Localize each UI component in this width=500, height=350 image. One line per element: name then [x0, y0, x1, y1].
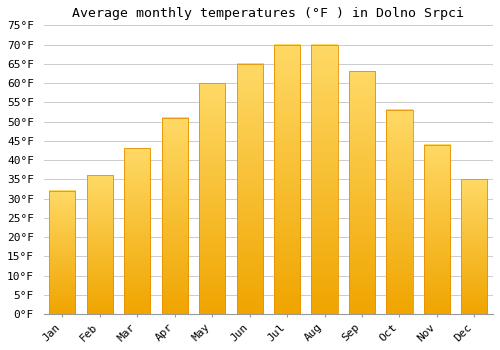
- Bar: [386, 110, 412, 314]
- Bar: [50, 191, 76, 314]
- Bar: [236, 64, 262, 314]
- Bar: [86, 175, 113, 314]
- Bar: [274, 44, 300, 314]
- Bar: [199, 83, 226, 314]
- Title: Average monthly temperatures (°F ) in Dolno Srpci: Average monthly temperatures (°F ) in Do…: [72, 7, 464, 20]
- Bar: [124, 148, 150, 314]
- Bar: [461, 179, 487, 314]
- Bar: [349, 71, 375, 314]
- Bar: [424, 145, 450, 314]
- Bar: [312, 44, 338, 314]
- Bar: [162, 118, 188, 314]
